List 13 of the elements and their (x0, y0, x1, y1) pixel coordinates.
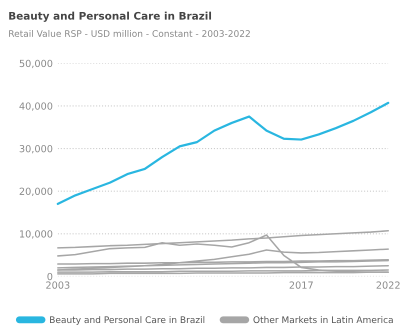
y-tick-label: 30,000 (20, 144, 52, 154)
y-tick-label: 20,000 (20, 188, 52, 196)
x-tick-label: 2017 (290, 281, 313, 289)
x-tick-label: 2022 (376, 281, 400, 289)
x-tick-label: 2003 (46, 281, 70, 289)
chart-subtitle: Retail Value RSP - USD million - Constant - 2003-2022 (9, 30, 250, 37)
y-tick-label: 0 (47, 272, 52, 280)
y-tick-label: 50,000 (20, 60, 52, 68)
legend-label: Beauty and Personal Care in Brazil (50, 316, 204, 325)
y-tick-label: 10,000 (20, 230, 52, 239)
y-tick-label: 40,000 (19, 102, 52, 111)
chart-title: Beauty and Personal Care in Brazil (9, 12, 212, 22)
legend-label: Other Markets in Latin America (253, 316, 393, 324)
